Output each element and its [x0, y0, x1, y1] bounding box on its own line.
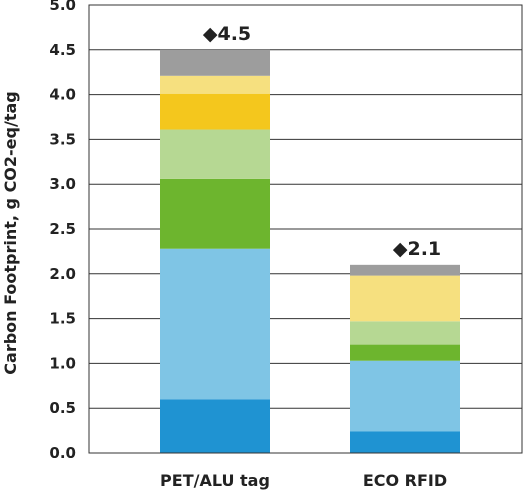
y-tick-label: 1.0	[49, 354, 76, 372]
bar-segment	[350, 360, 460, 432]
bar-segment	[160, 248, 270, 400]
plot-frame	[88, 4, 523, 454]
bars	[160, 49, 460, 453]
y-tick-label: 0.0	[49, 444, 76, 462]
bar-segment	[350, 275, 460, 322]
bar-segment	[350, 431, 460, 453]
bar-segment	[160, 49, 270, 76]
y-tick-label: 2.5	[49, 220, 76, 238]
labels: 0.0 0.5 1.0 1.5 2.0 2.5 3.0 3.5 4.0 4.5 5.0 ◆4.5 PET…	[49, 0, 447, 490]
y-tick-label: 2.0	[49, 265, 76, 283]
total-label: ◆4.5	[203, 23, 251, 45]
y-axis-title: Carbon Footprint, g CO2-eq/tag	[1, 91, 20, 374]
bar-segment	[160, 75, 270, 94]
bar-segment	[350, 344, 460, 361]
bar-segment	[160, 93, 270, 130]
y-tick-label: 4.0	[49, 86, 76, 104]
bar-segment	[160, 399, 270, 453]
y-tick-label: 3.0	[49, 175, 76, 193]
y-tick-label: 0.5	[49, 399, 76, 417]
bar-segment	[350, 264, 460, 276]
bar-segment	[350, 321, 460, 345]
x-category-label: PET/ALU tag	[160, 471, 270, 490]
y-tick-label: 5.0	[49, 0, 76, 14]
bar-segment	[160, 178, 270, 249]
x-category-label: ECO RFID	[363, 471, 447, 490]
total-label: ◆2.1	[393, 238, 441, 260]
y-tick-label: 4.5	[49, 41, 76, 59]
y-tick-label: 3.5	[49, 130, 76, 148]
y-tick-label: 1.5	[49, 310, 76, 328]
bar-segment	[160, 129, 270, 179]
